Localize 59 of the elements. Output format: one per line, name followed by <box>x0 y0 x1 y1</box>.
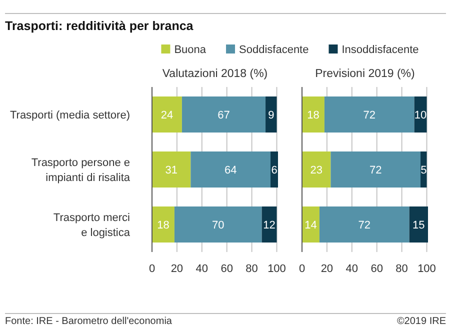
data-label: 72 <box>363 109 376 122</box>
x-tick-label: 0 <box>298 263 306 275</box>
bar <box>270 151 278 188</box>
data-label: 18 <box>157 219 170 232</box>
bar <box>152 151 191 188</box>
text: ©2019 IRE <box>396 316 446 327</box>
source-note: Fonte: IRE - Barometro dell'economia <box>5 316 172 327</box>
data-label: 67 <box>218 109 230 122</box>
data-label: 6 <box>271 164 278 176</box>
y-tick-label: Trasporti (media settore) <box>10 109 130 122</box>
bar <box>319 206 410 243</box>
bar <box>174 206 262 243</box>
chart-subtitle: Previsioni 2019 (%) <box>315 68 416 80</box>
x-tick-label: 20 <box>320 263 334 275</box>
bar <box>420 151 427 188</box>
bar <box>330 151 421 188</box>
data-label: 64 <box>224 164 237 176</box>
data-label: 18 <box>307 109 320 122</box>
data-label: 31 <box>165 164 178 176</box>
data-label: 15 <box>412 219 425 232</box>
bar <box>190 151 271 188</box>
x-tick-label: 80 <box>396 263 408 275</box>
chart-title: Trasporti: redditività per branca <box>5 19 194 33</box>
data-label: 72 <box>358 219 370 232</box>
x-tick-label: 60 <box>220 263 233 275</box>
data-label: 5 <box>420 164 427 176</box>
x-tick-label: 20 <box>170 263 184 275</box>
x-tick-label: 40 <box>346 263 358 275</box>
bar <box>409 206 428 243</box>
data-label: 70 <box>212 219 224 232</box>
x-tick-label: 0 <box>148 263 156 275</box>
legend-label: Buona <box>174 44 207 56</box>
bar <box>414 96 427 133</box>
x-tick-label: 40 <box>196 263 208 275</box>
x-tick-label: 80 <box>246 263 258 275</box>
legend-label: Insoddisfacente <box>342 44 419 56</box>
bar <box>262 206 277 243</box>
bar <box>152 206 174 243</box>
data-label: 9 <box>268 109 274 122</box>
data-label: 72 <box>369 164 382 176</box>
bar <box>324 96 414 133</box>
x-tick-label: 100 <box>418 263 436 275</box>
bar <box>152 96 182 133</box>
chart-subtitle: Valutazioni 2018 (%) <box>162 68 268 80</box>
x-tick-label: 60 <box>370 263 383 275</box>
bar <box>266 96 277 133</box>
bar <box>302 96 324 133</box>
bar <box>302 206 320 243</box>
data-label: 24 <box>160 109 174 122</box>
bar <box>182 96 266 133</box>
y-tick-label: Trasporto persone e impianti di risalita <box>31 156 131 184</box>
data-label: 14 <box>304 219 317 232</box>
y-tick-label: Trasporto merci e logistica <box>53 212 131 239</box>
legend-label: Soddisfacente <box>239 44 309 56</box>
data-label: 10 <box>414 109 427 122</box>
data-label: 12 <box>263 219 276 232</box>
bar <box>302 151 331 188</box>
x-tick-label: 100 <box>268 263 286 275</box>
data-label: 23 <box>310 164 322 176</box>
